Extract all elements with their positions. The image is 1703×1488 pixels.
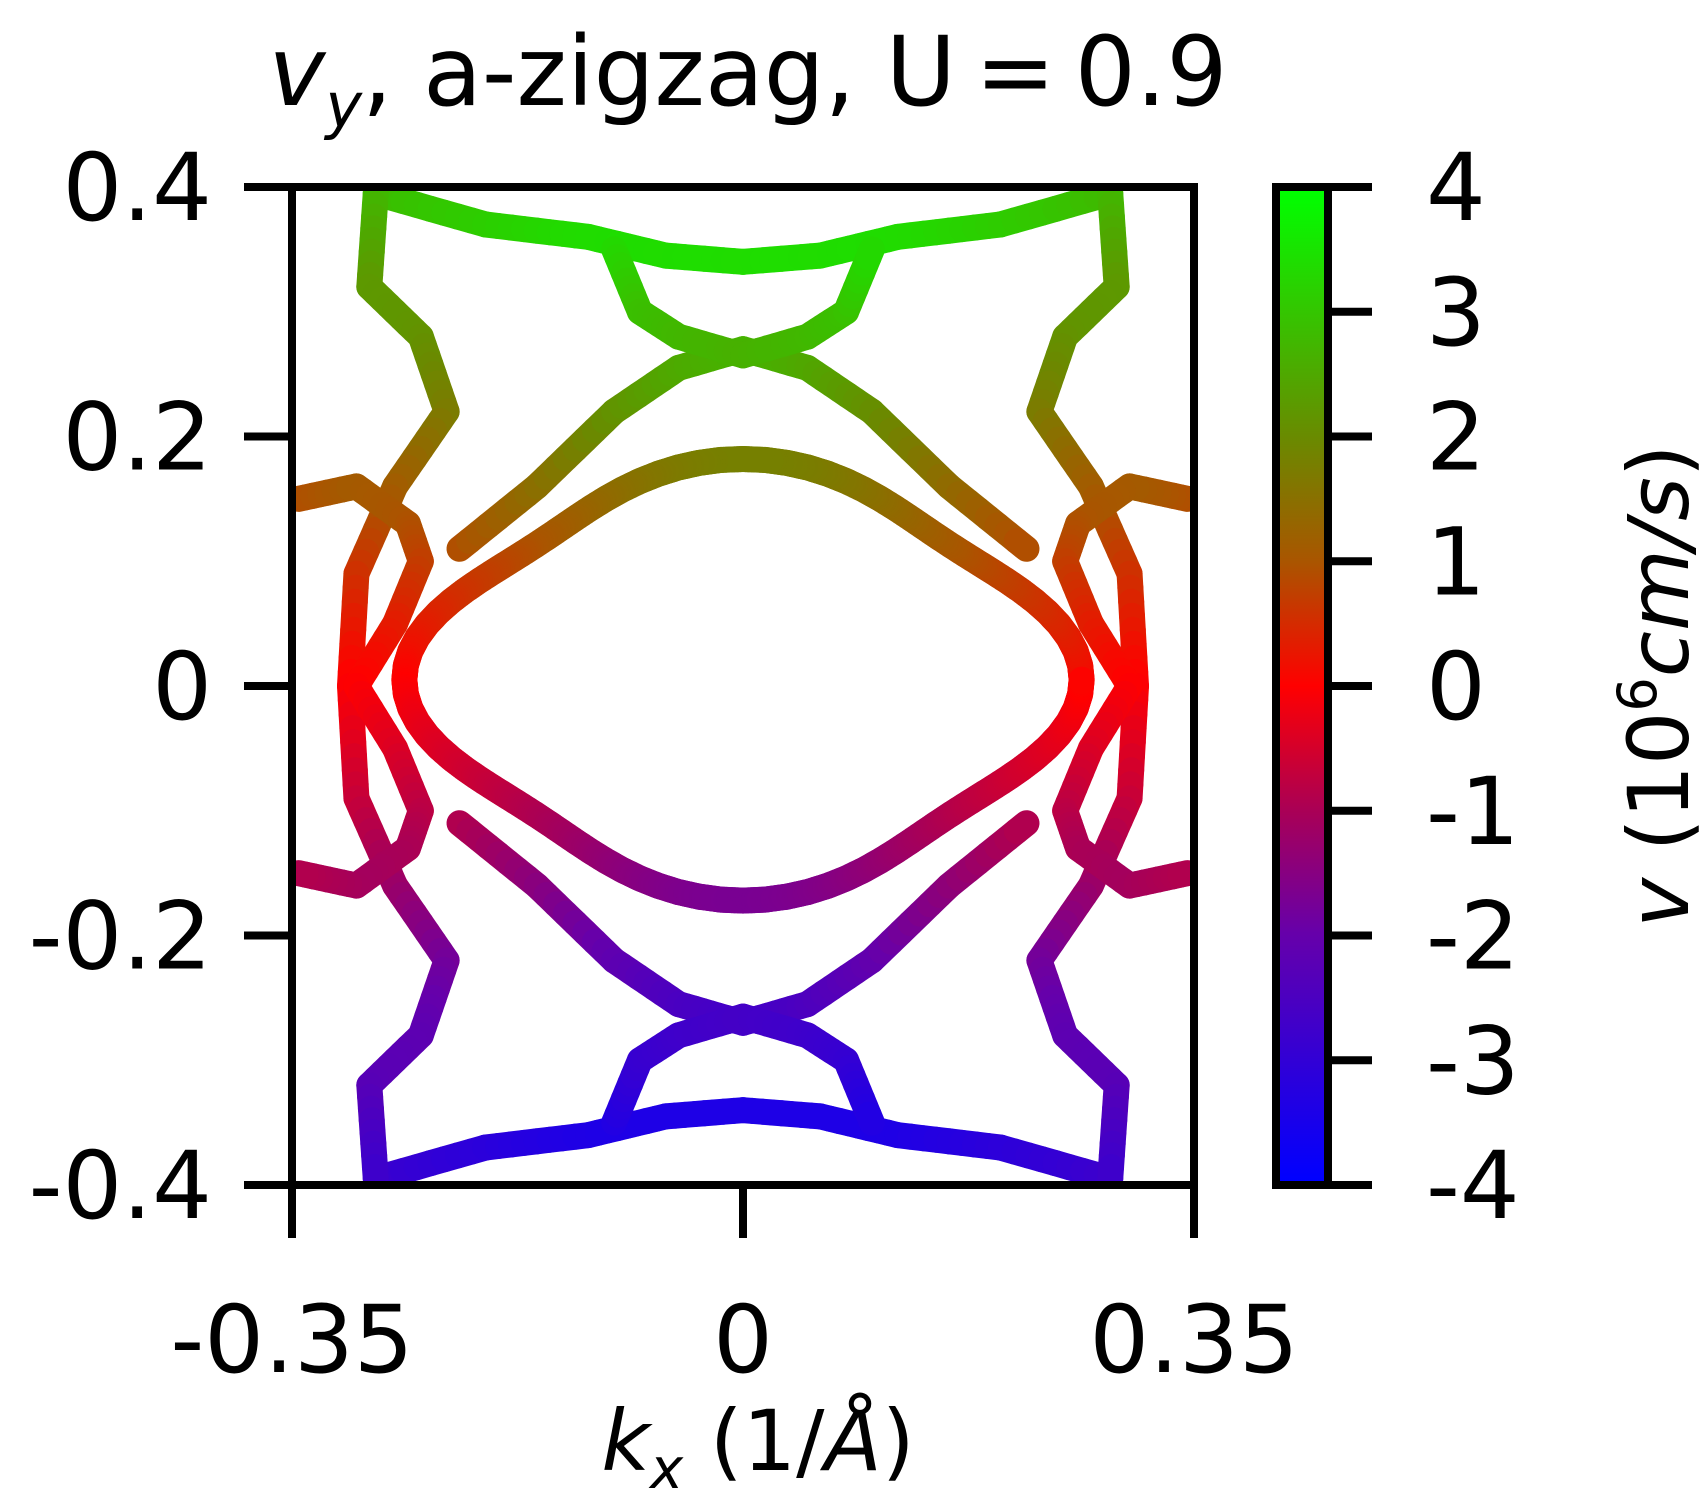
x-tick-label: -0.35 bbox=[170, 1286, 413, 1395]
xlabel-var: k bbox=[601, 1392, 653, 1488]
left-edge-loop-segment bbox=[292, 860, 319, 888]
y-tick-label: -0.2 bbox=[29, 883, 212, 992]
cblabel-open: (10 bbox=[1610, 712, 1703, 878]
colorbar-tick-label: 1 bbox=[1426, 508, 1486, 617]
x-tick-label: 0 bbox=[713, 1286, 773, 1395]
y-tick-label: -0.4 bbox=[29, 1132, 212, 1241]
colorbar-tick-label: 4 bbox=[1426, 134, 1486, 243]
left-lobe-segment bbox=[361, 1154, 389, 1185]
right-lobe-segment bbox=[1097, 1154, 1125, 1185]
colorbar-tick-label: -4 bbox=[1426, 1132, 1520, 1241]
y-axis-ticks: -0.4 -0.2 0 0.2 0.4 bbox=[29, 134, 292, 1241]
colorbar-ticks: -4 -3 -2 -1 0 1 2 3 4 bbox=[1328, 134, 1520, 1241]
lower-inner-arc-segment bbox=[1003, 810, 1040, 845]
cblabel-var: v bbox=[1610, 877, 1703, 928]
xlabel-sub: x bbox=[648, 1437, 684, 1488]
xlabel-close: ) bbox=[882, 1392, 915, 1488]
right-edge-loop-segment bbox=[1167, 860, 1194, 888]
title-sub: y bbox=[323, 69, 363, 142]
colorbar-tick-label: 0 bbox=[1426, 633, 1486, 742]
title-rest: , a-zigzag, U = 0.9 bbox=[362, 16, 1227, 128]
xlabel-rest: (1/ bbox=[683, 1392, 825, 1488]
x-axis-label: kx (1/Å) bbox=[601, 1391, 914, 1488]
colorbar-tick-label: 2 bbox=[1426, 384, 1486, 493]
upper-inner-arc-segment bbox=[1003, 527, 1040, 562]
colorbar-tick-label: 3 bbox=[1426, 259, 1486, 368]
colorbar-label: v (106cm/s) bbox=[1606, 444, 1703, 927]
velocity-bands bbox=[292, 187, 1194, 1185]
colorbar-gradient bbox=[1280, 191, 1324, 1181]
neck-lower-segment bbox=[855, 1101, 885, 1136]
y-tick-label: 0.4 bbox=[63, 134, 213, 243]
chart-title: vy, a-zigzag, U = 0.9 bbox=[269, 16, 1228, 142]
colorbar-tick-label: -2 bbox=[1426, 883, 1520, 992]
xlabel-unit: Å bbox=[819, 1391, 881, 1488]
y-tick-label: 0.2 bbox=[63, 384, 213, 493]
y-tick-label: 0 bbox=[152, 633, 212, 742]
title-var: v bbox=[269, 16, 327, 128]
neck-upper-segment bbox=[855, 236, 885, 271]
x-tick-label: 0.35 bbox=[1089, 1286, 1298, 1395]
colorbar-tick-label: -3 bbox=[1426, 1007, 1520, 1116]
cblabel-unit: cm/s bbox=[1610, 477, 1703, 677]
colorbar-tick-label: -1 bbox=[1426, 758, 1520, 867]
cblabel-exp: 6 bbox=[1606, 677, 1669, 711]
cblabel-close: ) bbox=[1610, 444, 1703, 477]
x-axis-ticks: -0.35 0 0.35 bbox=[170, 1185, 1299, 1395]
